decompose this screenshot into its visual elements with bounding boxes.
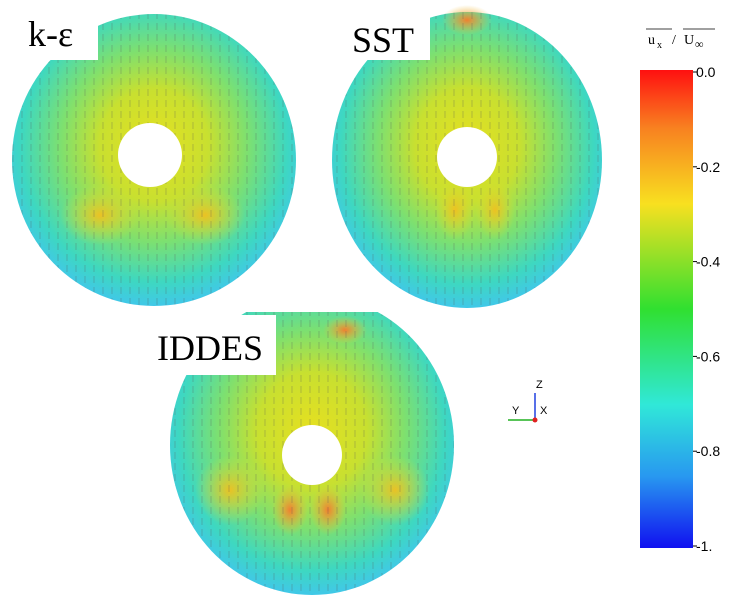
- colorbar-tick-label: -0.4: [696, 254, 720, 270]
- panel-label: k-ε: [28, 14, 73, 54]
- colorbar-title-den-sub: ∞: [695, 37, 704, 51]
- colorbar-tick-label: -0.8: [696, 443, 720, 459]
- colorbar-title: u x / U ∞: [646, 29, 715, 51]
- colorbar-tick-label: 0.0: [696, 64, 716, 80]
- axes-triad: Z Y X: [508, 379, 548, 423]
- colorbar-tick-label: -0.6: [696, 348, 720, 364]
- colorbar-tick-label: -0.2: [696, 159, 720, 175]
- svg-text:/: /: [672, 33, 676, 48]
- axis-label: Z: [536, 379, 543, 391]
- colorbar-title-num: u: [648, 33, 655, 48]
- colorbar-title-num-sub: x: [657, 40, 662, 51]
- colorbar: [640, 70, 693, 548]
- axis-label: Y: [512, 405, 520, 417]
- colorbar-title-den: U: [684, 33, 694, 48]
- panel-label: IDDES: [157, 328, 263, 368]
- axis-label: X: [540, 405, 548, 417]
- colorbar-tick-label: -1.: [696, 538, 712, 554]
- panel-label: SST: [352, 20, 414, 60]
- figure: k-ε SST IDDES Z Y X u x / U ∞ 0.0 -0.2 -0.…: [0, 0, 730, 596]
